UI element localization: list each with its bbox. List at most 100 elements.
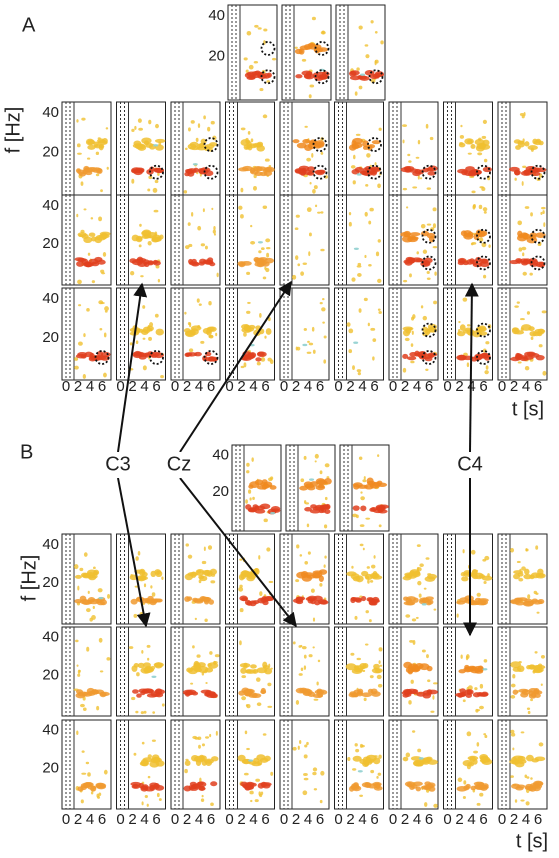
y-tick-label: 20 xyxy=(42,666,59,683)
spectral-blob xyxy=(248,759,253,761)
spectral-blob xyxy=(317,212,321,214)
spectral-blob xyxy=(141,711,144,714)
spectral-blob xyxy=(104,306,109,311)
spectral-blob xyxy=(511,695,516,699)
spectral-blob xyxy=(142,230,152,236)
spectral-blob xyxy=(155,314,159,318)
spectral-blob xyxy=(77,586,79,591)
spectral-blob xyxy=(481,187,485,191)
spectral-blob xyxy=(205,246,208,250)
spectral-blob xyxy=(203,208,205,212)
spectral-blob xyxy=(377,454,379,457)
spectral-blob xyxy=(309,654,313,657)
panel xyxy=(335,288,384,380)
spectral-blob xyxy=(480,785,488,791)
spectral-blob xyxy=(192,691,198,695)
spectral-blob xyxy=(538,599,545,604)
spectral-blob xyxy=(302,646,307,649)
spectral-blob xyxy=(372,338,376,342)
spectral-blob xyxy=(509,759,519,764)
spectral-blob xyxy=(251,457,253,461)
spectral-blob xyxy=(484,735,487,738)
spectral-blob xyxy=(296,700,299,705)
spectral-blob xyxy=(83,333,85,337)
x-tick-label: 0 xyxy=(389,811,397,828)
spectral-blob xyxy=(86,308,90,312)
spectral-blob xyxy=(421,224,426,228)
spectral-blob xyxy=(355,749,359,752)
spectral-blob xyxy=(132,235,139,242)
spectral-blob xyxy=(311,153,313,158)
spectral-blob xyxy=(140,275,143,277)
spectral-blob xyxy=(379,524,382,527)
spectral-blob xyxy=(412,618,416,621)
spectral-blob xyxy=(427,679,430,682)
spectral-blob xyxy=(246,470,249,473)
spectral-blob xyxy=(192,645,195,648)
spectral-blob xyxy=(541,207,546,209)
spectral-blob xyxy=(356,67,359,70)
spectral-blob xyxy=(524,141,529,146)
spectral-blob xyxy=(419,563,424,567)
spectral-blob xyxy=(412,730,415,733)
spectral-blob xyxy=(522,233,528,240)
spectral-blob xyxy=(134,753,137,756)
spectral-blob xyxy=(140,786,148,792)
spectral-blob xyxy=(96,152,99,155)
spectral-blob xyxy=(473,751,478,754)
spectral-blob xyxy=(467,731,472,736)
spectral-blob xyxy=(517,756,525,762)
x-tick-label: 4 xyxy=(249,378,257,395)
spectral-blob xyxy=(208,356,215,361)
spectral-blob xyxy=(81,181,84,186)
spectral-blob xyxy=(92,280,95,283)
y-tick-label: 20 xyxy=(42,143,59,160)
y-axis-label: f [Hz] xyxy=(18,555,40,602)
spectral-blob xyxy=(87,569,97,576)
spectral-blob xyxy=(152,592,156,596)
spectral-blob xyxy=(312,327,315,332)
spectral-blob xyxy=(532,598,538,602)
spectral-blob xyxy=(147,804,149,807)
spectral-blob xyxy=(476,145,485,151)
spectral-blob xyxy=(528,665,536,670)
spectral-blob xyxy=(203,597,211,601)
spectral-blob xyxy=(264,519,268,523)
spectral-blob xyxy=(372,571,377,578)
spectral-blob xyxy=(240,608,244,612)
spectral-blob xyxy=(325,463,330,467)
spectral-blob xyxy=(427,187,431,189)
spectral-blob xyxy=(98,597,103,599)
spectral-blob xyxy=(355,91,358,95)
spectral-blob xyxy=(209,142,217,146)
spectral-blob xyxy=(366,153,370,158)
spectral-blob xyxy=(106,657,110,661)
y-axis-label: f [Hz] xyxy=(2,107,24,154)
spectral-blob xyxy=(265,158,270,161)
spectral-blob xyxy=(131,697,135,700)
spectral-blob xyxy=(529,273,532,276)
spectral-blob xyxy=(300,554,303,557)
spectral-blob xyxy=(311,589,315,593)
spectral-blob xyxy=(364,298,368,301)
spectral-blob xyxy=(258,241,263,243)
spectral-blob xyxy=(304,561,308,565)
spectral-blob xyxy=(542,310,547,313)
y-tick-label: 40 xyxy=(42,104,59,121)
spectral-blob xyxy=(515,145,521,150)
spectral-blob xyxy=(513,667,522,672)
spectral-blob xyxy=(131,179,134,184)
spectral-blob xyxy=(256,166,266,171)
spectral-blob xyxy=(405,260,413,266)
spectral-blob xyxy=(320,771,324,776)
spectral-blob xyxy=(147,645,151,648)
spectral-blob xyxy=(103,373,107,378)
spectral-blob xyxy=(267,706,272,708)
x-tick-label: 2 xyxy=(292,811,300,828)
spectral-blob xyxy=(463,780,466,784)
spectral-blob xyxy=(370,580,373,583)
spectral-blob xyxy=(77,280,82,285)
spectral-blob xyxy=(87,167,97,172)
spectral-blob xyxy=(202,795,204,797)
spectral-blob xyxy=(313,506,323,510)
